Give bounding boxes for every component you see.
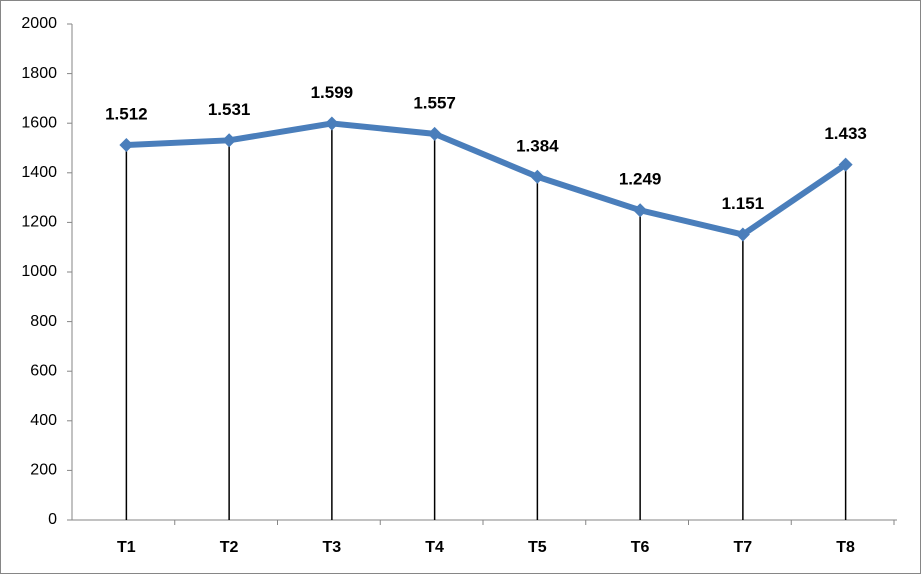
x-tick-label: T2	[220, 539, 239, 556]
value-label: 1.249	[619, 170, 662, 189]
marker	[119, 138, 134, 153]
y-tick-label: 1200	[21, 214, 57, 231]
y-tick-label: 1600	[21, 114, 57, 131]
y-tick-label: 400	[30, 412, 57, 429]
y-tick-label: 200	[30, 462, 57, 479]
y-tick-label: 600	[30, 362, 57, 379]
y-tick-label: 1400	[21, 164, 57, 181]
value-label: 1.599	[311, 83, 354, 102]
marker	[838, 157, 853, 172]
series-line	[126, 120, 848, 238]
y-tick-label: 800	[30, 313, 57, 330]
marker	[735, 227, 750, 242]
value-label: 1.384	[516, 136, 559, 155]
marker	[530, 169, 545, 184]
value-label: 1.557	[413, 93, 456, 112]
y-tick-label: 0	[48, 511, 57, 528]
x-tick-label: T4	[425, 539, 444, 556]
value-label: 1.151	[722, 194, 765, 213]
marker	[222, 133, 237, 148]
x-tick-label: T1	[117, 539, 136, 556]
x-tick-label: T6	[631, 539, 650, 556]
value-label: 1.512	[105, 105, 148, 124]
value-label: 1.531	[208, 100, 251, 119]
value-label: 1.433	[824, 124, 867, 143]
marker	[324, 116, 339, 131]
y-tick-label: 1000	[21, 263, 57, 280]
marker	[633, 203, 648, 218]
y-tick-label: 2000	[21, 15, 57, 32]
x-tick-label: T3	[323, 539, 342, 556]
x-tick-label: T8	[836, 539, 855, 556]
y-tick-label: 1800	[21, 65, 57, 82]
x-tick-label: T5	[528, 539, 547, 556]
marker	[427, 126, 442, 141]
x-tick-label: T7	[734, 539, 753, 556]
